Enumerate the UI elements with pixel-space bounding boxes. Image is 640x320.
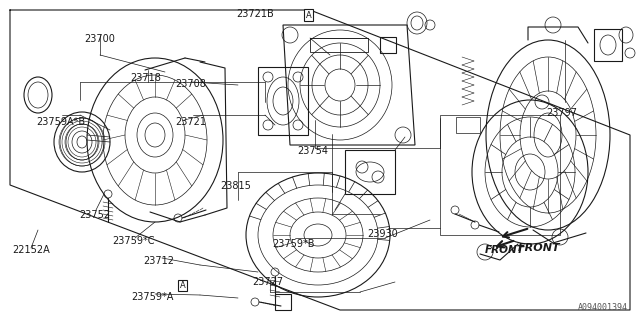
Text: 23700: 23700 — [84, 34, 115, 44]
Text: 23727: 23727 — [252, 277, 283, 287]
Bar — [456, 117, 480, 133]
Text: FRONT: FRONT — [518, 243, 561, 253]
Bar — [310, 38, 368, 52]
Text: 23708: 23708 — [175, 79, 206, 89]
Text: 23759A*B: 23759A*B — [36, 117, 85, 127]
Text: 23759*A: 23759*A — [131, 292, 173, 302]
Bar — [380, 37, 396, 53]
Text: 23815: 23815 — [220, 181, 251, 191]
Text: 23759*C: 23759*C — [112, 236, 154, 246]
Text: FRONT: FRONT — [484, 245, 524, 255]
Text: 23721: 23721 — [175, 117, 206, 127]
Text: A: A — [180, 281, 185, 290]
Text: 23721B: 23721B — [236, 9, 273, 20]
Bar — [258, 67, 308, 135]
Text: A094001394: A094001394 — [578, 303, 628, 312]
Text: 23718: 23718 — [131, 73, 161, 84]
Bar — [345, 150, 395, 194]
Text: 23930: 23930 — [367, 229, 398, 239]
Bar — [440, 115, 560, 235]
Text: 23797: 23797 — [547, 108, 577, 118]
Text: 23754: 23754 — [297, 146, 328, 156]
Text: 22152A: 22152A — [12, 245, 49, 255]
Text: 23759*B: 23759*B — [272, 239, 314, 249]
Text: A: A — [306, 11, 311, 20]
Bar — [594, 29, 622, 61]
Bar — [275, 294, 291, 310]
Text: 23712: 23712 — [143, 256, 174, 266]
Text: 23752: 23752 — [79, 210, 110, 220]
